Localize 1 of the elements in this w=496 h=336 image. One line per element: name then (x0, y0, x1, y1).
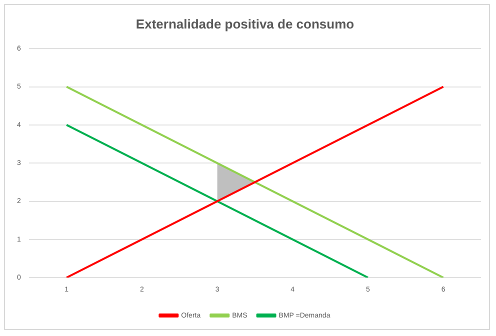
chart-title: Externalidade positiva de consumo (136, 16, 354, 32)
